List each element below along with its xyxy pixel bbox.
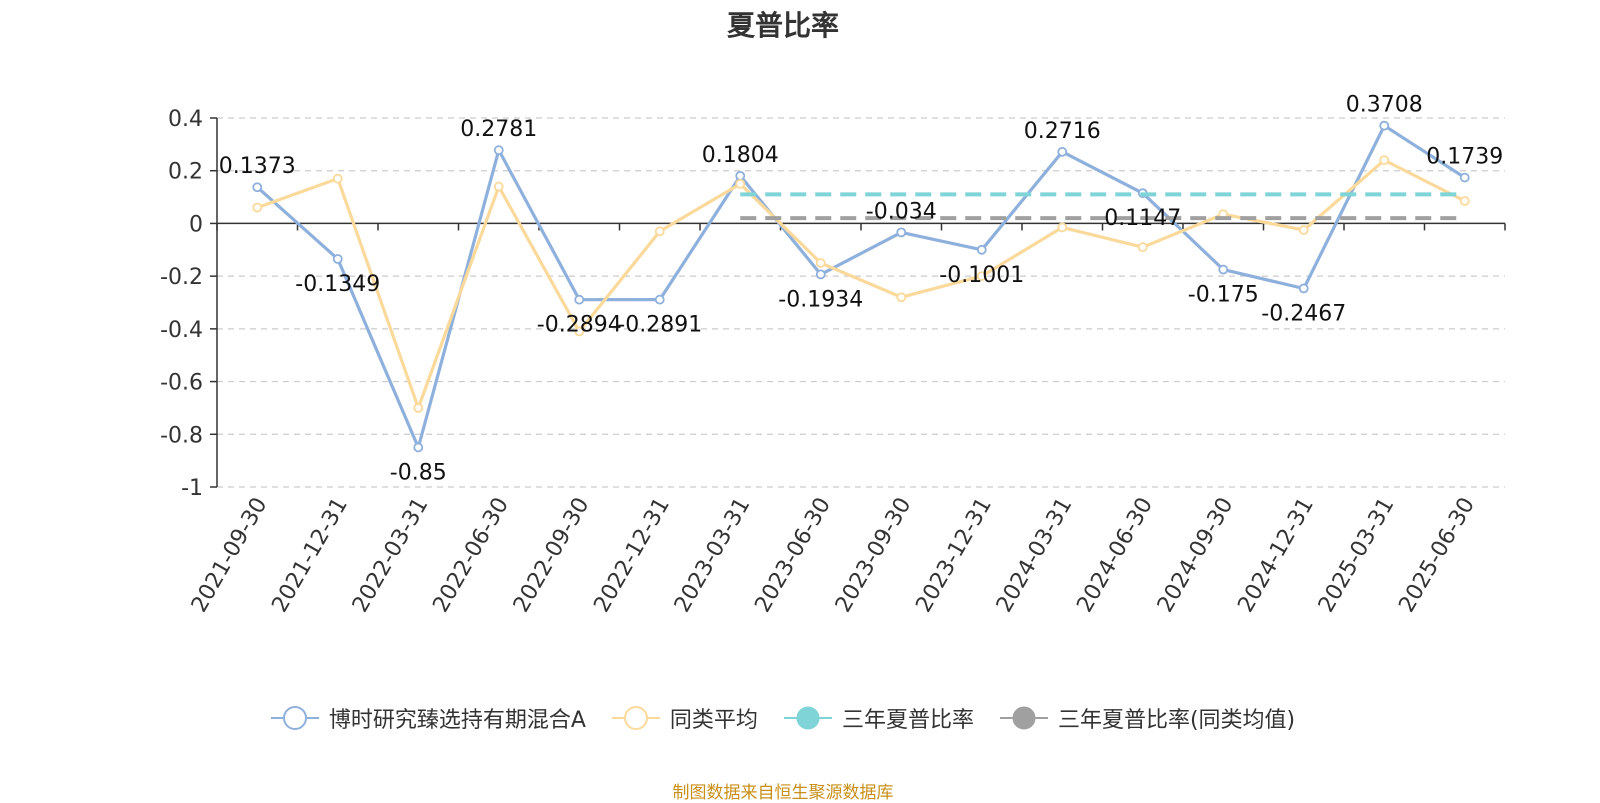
data-labels: 0.1373 -0.1349 -0.85 0.2781 -0.2894-0.2891 0.… [219, 93, 1503, 486]
data-point [413, 403, 424, 413]
data-point [1218, 264, 1229, 275]
chart-area: 0.4 0.2 0 -0.2 -0.4 -0.6 -0.8 -12021-09-302021-… [160, 93, 1506, 617]
data-point [1298, 225, 1309, 235]
data-label: 0.2716 [1024, 119, 1101, 144]
x-tick-label: 2025-03-31 [1314, 494, 1400, 617]
x-tick-label: 2023-06-30 [750, 494, 836, 617]
x-tick-label: 2021-12-31 [267, 494, 353, 617]
data-label: -0.034 [866, 199, 937, 224]
data-point [1379, 120, 1390, 131]
data-label: -0.2891 [617, 313, 702, 338]
y-tick-label: 0 [189, 212, 203, 237]
legend-label: 三年夏普比率 [841, 708, 974, 733]
data-label: -0.2894 [537, 313, 622, 338]
data-point [252, 182, 263, 193]
legend-label: 同类平均 [669, 708, 758, 733]
data-label: -0.175 [1188, 283, 1259, 308]
data-point [493, 181, 504, 192]
legend-label: 博时研究臻选持有期混合A [328, 708, 586, 733]
axes: 0.4 0.2 0 -0.2 -0.4 -0.6 -0.8 -12021-09-302021-… [160, 107, 1506, 617]
legend-swatch-icon [783, 706, 832, 730]
data-point [815, 258, 826, 268]
x-tick-label: 2023-09-30 [831, 494, 917, 617]
legend-swatch-icon [999, 706, 1048, 730]
data-point [896, 292, 907, 303]
data-label: 0.1804 [702, 143, 779, 168]
data-label: -0.1934 [778, 287, 863, 312]
legend-swatch-icon [270, 706, 319, 730]
x-tick-label: 2022-09-30 [509, 494, 595, 617]
x-tick-label: 2023-12-31 [911, 494, 997, 617]
x-tick-label: 2022-03-31 [348, 494, 434, 617]
legend-item[interactable]: 三年夏普比率(同类均值) [999, 702, 1296, 734]
data-point [654, 226, 665, 237]
data-point [1057, 146, 1068, 157]
legend-item[interactable]: 博时研究臻选持有期混合A [270, 702, 586, 734]
data-point [252, 202, 263, 213]
x-tick-label: 2023-03-31 [670, 494, 756, 617]
y-tick-label: -0.8 [160, 423, 203, 448]
x-tick-label: 2025-06-30 [1394, 494, 1480, 617]
data-point [735, 178, 746, 189]
data-point [735, 170, 746, 181]
data-point [574, 294, 585, 305]
data-point [332, 254, 343, 264]
y-tick-label: 0.2 [168, 160, 203, 185]
data-point [413, 442, 424, 453]
y-tick-label: -1 [181, 476, 203, 501]
data-label: 0.1739 [1426, 145, 1503, 170]
data-point [1379, 155, 1390, 166]
y-tick-label: -0.2 [160, 265, 203, 290]
data-point [332, 173, 343, 184]
data-point [815, 269, 826, 280]
data-point [493, 145, 504, 156]
x-tick-label: 2024-09-30 [1153, 494, 1239, 617]
series-line [256, 158, 1466, 410]
x-tick-label: 2021-09-30 [187, 494, 273, 617]
data-point [1137, 242, 1148, 253]
source-note: 制图数据来自恒生聚源数据库 [672, 783, 894, 803]
y-tick-label: 0.4 [168, 107, 203, 132]
data-point [976, 244, 987, 255]
chart-title: 夏普比率 [726, 9, 839, 42]
x-tick-label: 2022-06-30 [428, 494, 514, 617]
legend-item[interactable]: 同类平均 [611, 702, 758, 734]
data-label: -0.85 [390, 460, 447, 485]
data-point [1057, 222, 1068, 233]
legend-swatch-icon [611, 706, 660, 730]
data-point [1298, 283, 1309, 294]
x-tick-label: 2022-12-31 [589, 494, 675, 617]
series-lines [252, 120, 1470, 453]
x-tick-label: 2024-06-30 [1072, 494, 1158, 617]
data-label: -0.1349 [295, 272, 380, 297]
data-label: 0.3708 [1346, 93, 1423, 118]
data-point [1459, 196, 1470, 206]
y-tick-label: -0.4 [160, 318, 203, 343]
legend-label: 三年夏普比率(同类均值) [1057, 708, 1296, 733]
data-label: 0.1147 [1104, 206, 1181, 231]
y-tick-label: -0.6 [160, 371, 203, 396]
data-point [896, 227, 907, 238]
data-label: -0.1001 [939, 263, 1024, 288]
legend-item[interactable]: 三年夏普比率 [783, 702, 974, 734]
data-label: 0.2781 [460, 117, 537, 142]
data-point [574, 326, 585, 337]
data-point [654, 294, 665, 305]
legend: 博时研究臻选持有期混合A 同类平均 三年夏普比率 三年夏普比率(同类均值) [0, 702, 1566, 734]
x-tick-label: 2024-03-31 [992, 494, 1078, 617]
grid-lines [217, 117, 1505, 488]
data-label: -0.2467 [1261, 301, 1346, 326]
data-point [1459, 172, 1470, 183]
x-tick-label: 2024-12-31 [1233, 494, 1319, 617]
data-label: 0.1373 [219, 154, 296, 179]
data-point [976, 271, 987, 282]
